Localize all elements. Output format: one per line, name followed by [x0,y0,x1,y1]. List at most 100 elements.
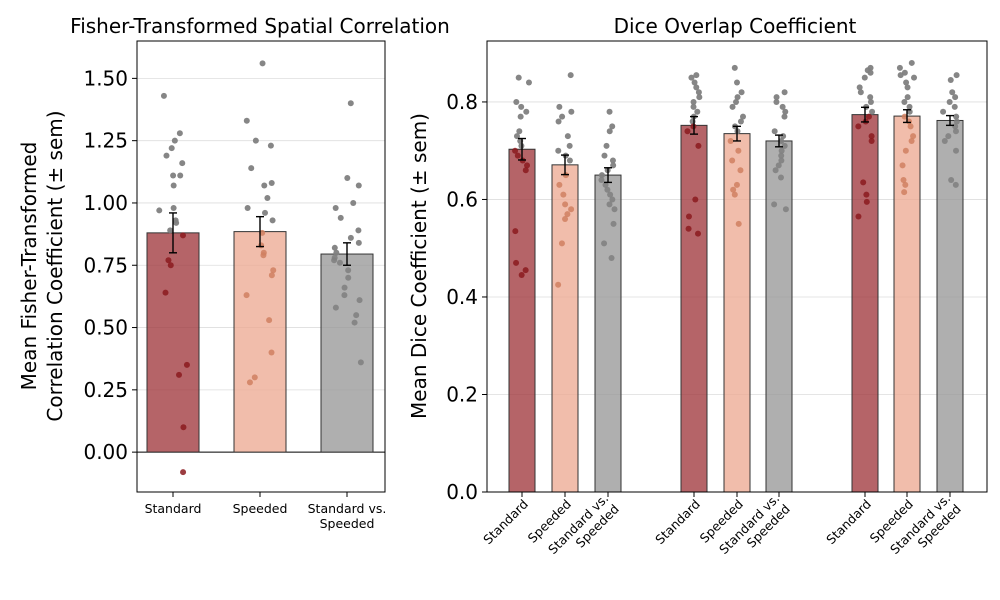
fisher-bar [233,231,287,453]
dice-data-point [609,123,616,130]
dice-bar [765,140,793,493]
dice-data-point [953,147,960,154]
dice-data-point [947,77,954,84]
dice-y-axis-label: Mean Dice Coefficient (± sem) [407,113,431,419]
fisher-data-point [356,297,363,304]
dice-data-point [901,98,908,105]
dice-data-point [555,147,562,154]
dice-data-point [781,89,788,96]
dice-data-point [908,59,915,66]
fisher-data-point [345,267,352,274]
dice-data-point [696,94,703,101]
dice-data-point [782,206,789,213]
dice-data-point [863,191,870,198]
dice-data-point [953,113,960,120]
fisher-data-point [167,262,174,269]
dice-data-point [560,191,567,198]
fisher-data-point [252,137,259,144]
dice-data-point [907,123,914,130]
dice-data-point [781,142,788,149]
fisher-data-point [353,312,360,319]
dice-data-point [771,128,778,135]
dice-data-point [522,267,529,274]
fisher-x-ticks: Standard Speeded Standard vs. Speeded [145,492,386,531]
fisher-data-point [341,284,348,291]
fisher-data-point [357,359,364,366]
dice-data-point [610,162,617,169]
dice-data-point [948,176,955,183]
fisher-axes-frame [136,40,386,493]
dice-data-point [940,108,947,115]
dice-data-point [523,108,530,115]
dice-y-tick-label: 0.0 [446,480,478,504]
fisher-data-point [179,232,186,239]
dice-data-point [902,181,909,188]
fisher-data-point [180,424,187,431]
dice-data-point [738,89,745,96]
fisher-x-tick-label: Speeded [233,501,288,516]
dice-data-point [906,103,913,110]
dice-data-point [601,152,608,159]
fisher-y-tick-label: 1.25 [83,129,128,153]
dice-data-point [778,137,785,144]
dice-data-point [566,157,573,164]
dice-bar [594,174,622,493]
dice-data-point [782,108,789,115]
dice-data-point [515,74,522,81]
dice-bars [508,114,964,493]
fisher-data-point [170,182,177,189]
dice-data-point [904,94,911,101]
fisher-data-point [160,92,167,99]
dice-data-point [568,206,575,213]
fisher-data-point [350,199,357,206]
dice-data-point [603,142,610,149]
dice-data-point [606,201,613,208]
dice-data-point [695,89,702,96]
dice-data-point [692,196,699,203]
dice-data-point [868,133,875,140]
fisher-data-point [355,182,362,189]
fisher-data-point [332,304,339,311]
fisher-data-point [269,217,276,224]
fisher-bar [146,232,200,453]
dice-data-point [562,201,569,208]
fisher-data-point [264,194,271,201]
dice-data-point [694,108,701,115]
fisher-data-point [243,292,250,299]
dice-data-point [908,137,915,144]
fisher-y-tick-label: 0.50 [83,316,128,340]
fisher-bars [146,231,374,453]
fisher-data-point [168,145,175,152]
fisher-data-point [162,289,169,296]
fisher-data-point [331,257,338,264]
dice-data-point [903,79,910,86]
dice-data-point [695,142,702,149]
dice-data-point [910,133,917,140]
dice-data-point [778,157,785,164]
dice-data-point [868,137,875,144]
dice-data-point [601,240,608,247]
fisher-data-point [266,317,273,324]
fisher-data-point [176,371,183,378]
dice-data-point [562,215,569,222]
dice-data-point [735,147,742,154]
fisher-data-point [267,142,274,149]
dice-data-point [555,118,562,125]
dice-data-point [731,191,738,198]
dice-data-point [685,225,692,232]
dice-data-point [860,179,867,186]
fisher-data-point [332,204,339,211]
dice-data-point [900,176,907,183]
fisher-data-point [262,209,269,216]
fisher-data-point [259,60,266,67]
dice-data-point [897,72,904,79]
dice-data-point [522,167,529,174]
dice-data-point [863,198,870,205]
fisher-y-tick-label: 0.75 [83,253,128,277]
fisher-data-point [270,267,277,274]
dice-data-point [949,89,956,96]
dice-chart-title: Dice Overlap Coefficient [614,14,857,38]
dice-data-point [558,240,565,247]
dice-data-point [740,113,747,120]
dice-y-tick-label: 0.2 [446,382,478,406]
